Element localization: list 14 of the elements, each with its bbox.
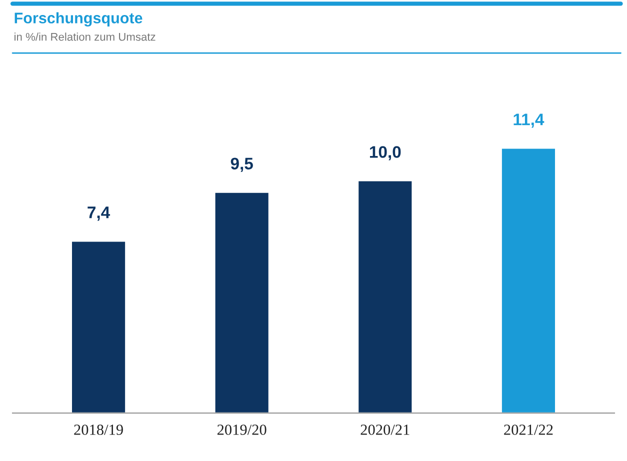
data-label: 11,4 [514, 114, 544, 128]
chart-title: Forschungsquote [14, 12, 142, 27]
data-label: 9,5 [230, 158, 253, 172]
bar [70, 240, 126, 414]
x-tick-label: 2019/20 [217, 424, 266, 435]
chart-subtitle: in %/in Relation zum Umsatz [14, 32, 156, 41]
x-tick-label: 2021/22 [504, 424, 553, 435]
x-tick-label: 2020/21 [360, 424, 410, 435]
bar [357, 180, 414, 414]
data-label: 7,4 [88, 206, 110, 221]
x-tick-label: 2018/19 [74, 424, 123, 435]
bar [214, 192, 270, 414]
bar [500, 147, 556, 414]
data-label: 10,0 [370, 146, 401, 160]
